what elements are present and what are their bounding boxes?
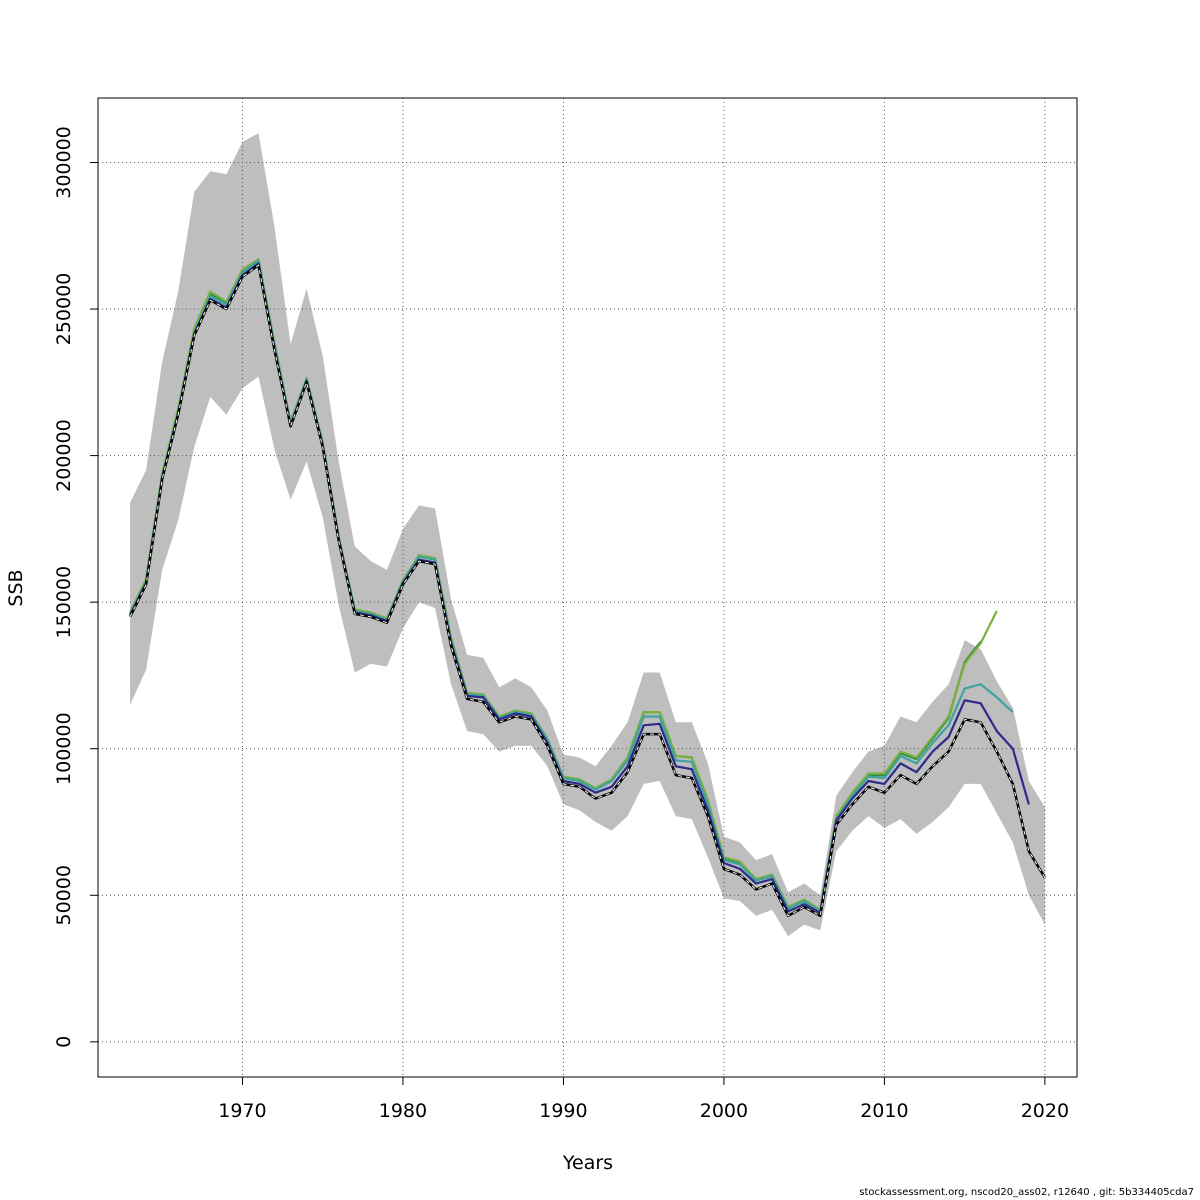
y-tick-label: 300000 <box>53 126 75 199</box>
series-layer <box>128 258 1046 918</box>
series-line-base-dash <box>129 264 1046 917</box>
x-tick-label: 2010 <box>860 1100 908 1122</box>
x-tick-label: 1970 <box>218 1100 266 1122</box>
y-tick-label: 50000 <box>53 865 75 925</box>
x-tick-label: 2020 <box>1021 1100 1069 1122</box>
x-axis-label: Years <box>562 1152 613 1174</box>
x-tick-label: 1990 <box>539 1100 587 1122</box>
y-tick-label: 250000 <box>53 273 75 346</box>
plot-frame <box>97 97 1078 1078</box>
y-tick-label: 200000 <box>53 419 75 492</box>
confidence-band-layer <box>130 133 1045 937</box>
y-axis: 0 50000 100000 150000 200000 250000 300000 <box>53 126 98 1048</box>
y-tick-label: 0 <box>53 1036 75 1048</box>
y-axis-label: SSB <box>5 569 27 606</box>
x-axis: 1970 1980 1990 2000 2010 2020 <box>218 1077 1069 1122</box>
x-tick-label: 1980 <box>379 1100 427 1122</box>
x-tick-label: 2000 <box>700 1100 748 1122</box>
y-tick-label: 100000 <box>53 712 75 785</box>
footnote: stockassessment.org, nscod20_ass02, r126… <box>859 1187 1194 1198</box>
y-tick-label: 150000 <box>53 566 75 639</box>
confidence-band <box>130 133 1045 937</box>
